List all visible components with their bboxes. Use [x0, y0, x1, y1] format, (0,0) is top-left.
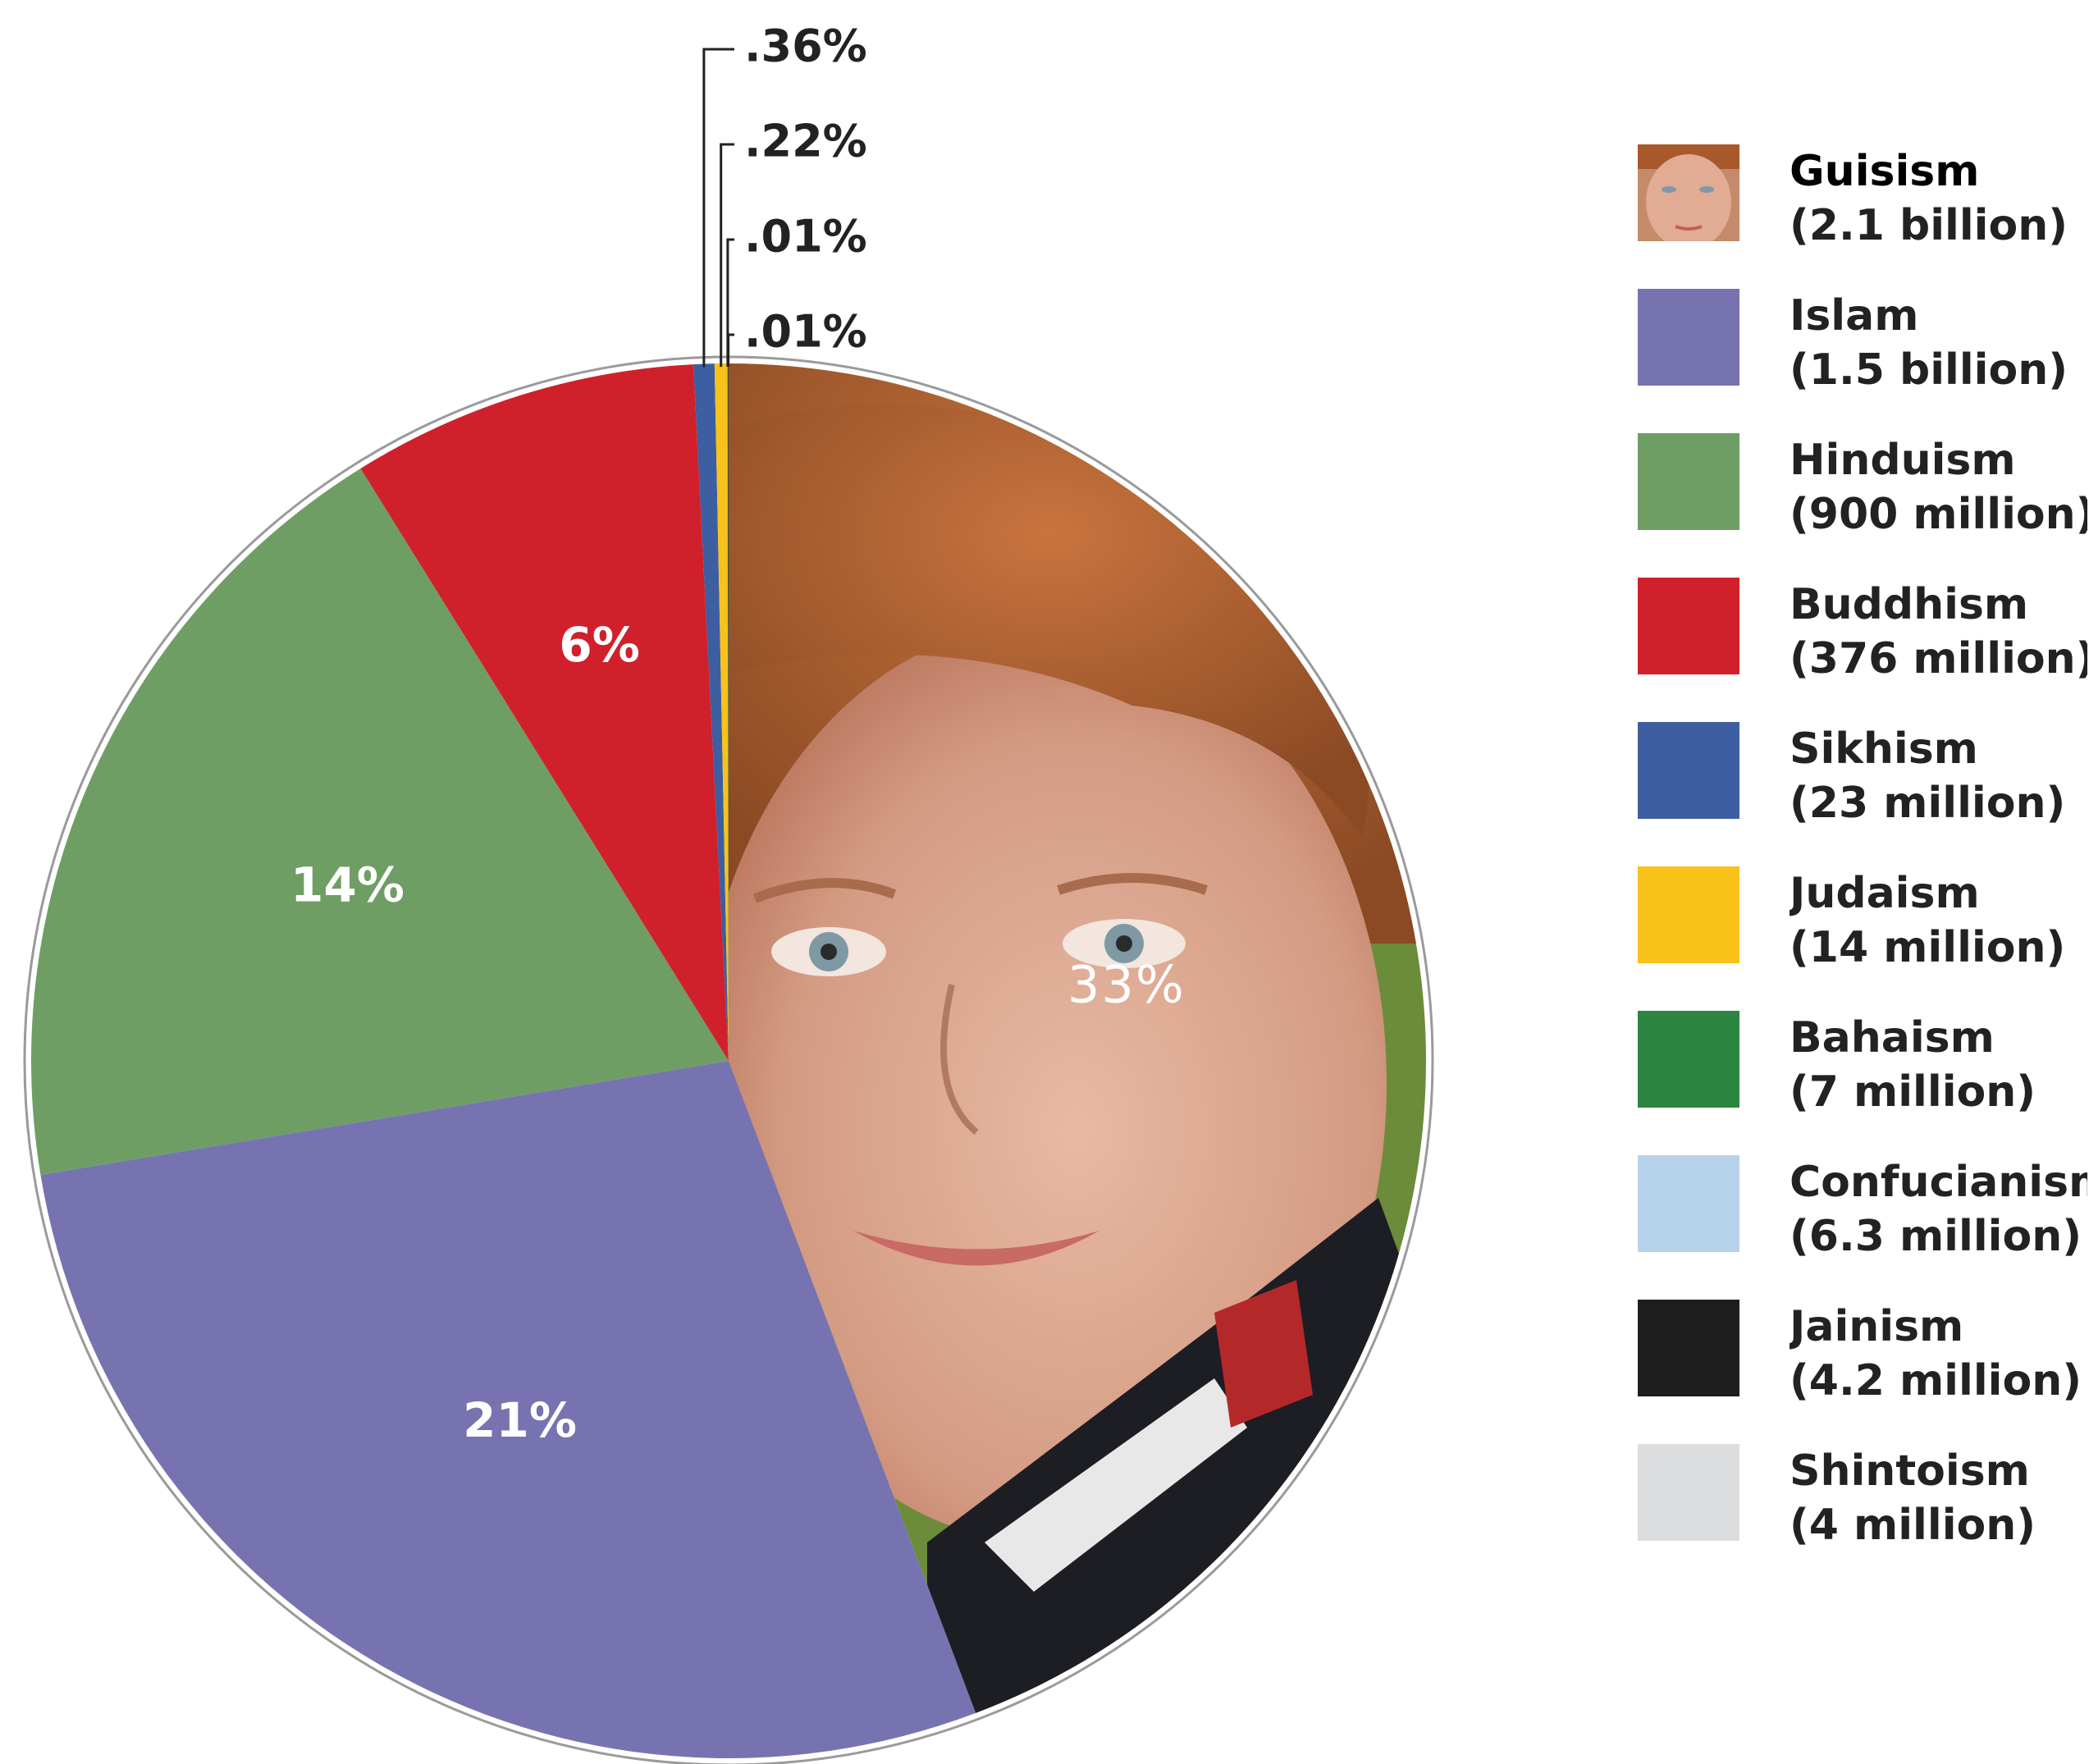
legend-item-shintoism: Shintoism (4 million) — [1638, 1439, 2087, 1583]
legend-swatch — [1638, 1444, 1739, 1541]
legend-name: Bahaism — [1790, 1013, 1995, 1063]
leader-line-jainism — [727, 333, 734, 367]
legend-swatch — [1638, 578, 1739, 674]
callout-label-jainism: .01% — [744, 306, 867, 358]
legend-name: Jainism — [1790, 1302, 1964, 1351]
legend-item-confucianism: Confucianism (6.3 million) — [1638, 1150, 2087, 1295]
legend-swatch — [1638, 289, 1739, 386]
legend-item-judaism: Judaism (14 million) — [1638, 861, 2087, 1006]
legend-name: Islam — [1790, 291, 1919, 340]
legend-item-buddhism: Buddhism (376 million) — [1638, 573, 2087, 717]
legend-swatch — [1638, 722, 1739, 819]
slice-label-guisism: 33% — [1067, 954, 1186, 1014]
face-photo-icon — [1638, 144, 1739, 249]
legend-name: Sikhism — [1790, 724, 1978, 774]
slice-judaism — [714, 363, 729, 1061]
slice-buddhism — [360, 364, 729, 1062]
legend-count: (1.5 billion) — [1790, 345, 2068, 395]
legend-count: (7 million) — [1790, 1067, 2036, 1117]
legend-item-sikhism: Sikhism (23 million) — [1638, 717, 2087, 861]
slice-islam — [40, 1061, 976, 1758]
legend-swatch — [1638, 1155, 1739, 1252]
slice-sikhism — [693, 363, 729, 1061]
slice-label-islam: 21% — [463, 1392, 577, 1448]
legend-count: (14 million) — [1790, 923, 2066, 972]
legend-name: Buddhism — [1790, 580, 2029, 629]
leader-line-sikhism — [702, 48, 734, 368]
legend-count: (4 million) — [1790, 1501, 2036, 1550]
slice-label-hinduism: 14% — [290, 857, 405, 913]
legend-swatch — [1638, 1300, 1739, 1396]
legend-count: (6.3 million) — [1790, 1212, 2082, 1261]
legend-count: (23 million) — [1790, 779, 2066, 828]
callout-label-sikhism: .36% — [744, 21, 867, 72]
legend-count: (4.2 million) — [1790, 1356, 2082, 1405]
legend-count: (376 million) — [1790, 634, 2087, 683]
legend-item-guisism: Guisism (2.1 billion) — [1638, 139, 2087, 284]
legend-name: Shintoism — [1790, 1446, 2030, 1496]
legend: Guisism (2.1 billion) Islam (1.5 billion) Hi… — [1638, 139, 2087, 1583]
legend-swatch — [1638, 433, 1739, 530]
slice-label-buddhism: 6% — [559, 617, 639, 673]
legend-name: Judaism — [1790, 869, 1980, 918]
callout-label-judaism: .22% — [744, 116, 867, 167]
callout-label-bahaism: .01% — [744, 211, 867, 263]
slice-jainism — [728, 363, 729, 1061]
legend-count: (900 million) — [1790, 490, 2087, 539]
legend-swatch — [1638, 1011, 1739, 1108]
legend-item-bahaism: Bahaism (7 million) — [1638, 1006, 2087, 1150]
legend-name: Hinduism — [1790, 436, 2016, 485]
legend-name: Guisism — [1790, 147, 1980, 196]
legend-count: (2.1 billion) — [1790, 201, 2068, 250]
leader-line-bahaism — [726, 238, 734, 367]
legend-item-jainism: Jainism (4.2 million) — [1638, 1295, 2087, 1439]
slice-bahaism — [727, 363, 729, 1062]
slice-hinduism — [31, 468, 729, 1175]
legend-name: Confucianism — [1790, 1158, 2087, 1207]
legend-item-islam: Islam (1.5 billion) — [1638, 284, 2087, 428]
legend-swatch — [1638, 866, 1739, 963]
leader-line-judaism — [720, 143, 734, 368]
legend-item-hinduism: Hinduism (900 million) — [1638, 428, 2087, 573]
